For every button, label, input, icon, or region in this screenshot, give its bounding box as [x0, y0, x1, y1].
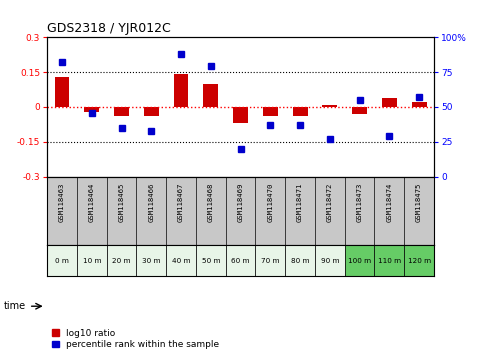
Text: GSM118473: GSM118473: [357, 182, 363, 222]
Text: GSM118470: GSM118470: [267, 182, 273, 222]
Bar: [404, 245, 434, 276]
Bar: [226, 245, 255, 276]
Text: GSM118469: GSM118469: [238, 182, 244, 222]
Text: GSM118465: GSM118465: [119, 182, 124, 222]
Text: GSM118471: GSM118471: [297, 182, 303, 222]
Bar: [136, 245, 166, 276]
Text: 20 m: 20 m: [112, 258, 131, 264]
Bar: [412, 102, 427, 107]
Bar: [322, 105, 337, 107]
Legend: log10 ratio, percentile rank within the sample: log10 ratio, percentile rank within the …: [52, 329, 219, 349]
Bar: [196, 245, 226, 276]
Text: 30 m: 30 m: [142, 258, 161, 264]
Text: GSM118474: GSM118474: [386, 182, 392, 222]
Text: 90 m: 90 m: [320, 258, 339, 264]
Bar: [345, 245, 374, 276]
Bar: [107, 245, 136, 276]
Text: 10 m: 10 m: [82, 258, 101, 264]
Text: 110 m: 110 m: [378, 258, 401, 264]
Text: GSM118463: GSM118463: [59, 182, 65, 222]
Bar: [352, 107, 367, 114]
Bar: [285, 245, 315, 276]
Bar: [47, 245, 77, 276]
Bar: [263, 107, 278, 116]
Bar: [166, 245, 196, 276]
Bar: [233, 107, 248, 123]
Text: GSM118475: GSM118475: [416, 182, 422, 222]
Text: 100 m: 100 m: [348, 258, 371, 264]
Bar: [144, 107, 159, 116]
Bar: [203, 84, 218, 107]
Text: time: time: [4, 301, 26, 311]
Text: 70 m: 70 m: [261, 258, 280, 264]
Text: GSM118464: GSM118464: [89, 182, 95, 222]
Bar: [382, 98, 397, 107]
Text: GDS2318 / YJR012C: GDS2318 / YJR012C: [47, 22, 171, 35]
Bar: [174, 74, 188, 107]
Bar: [293, 107, 308, 116]
Text: 0 m: 0 m: [55, 258, 69, 264]
Bar: [315, 245, 345, 276]
Text: GSM118468: GSM118468: [208, 182, 214, 222]
Bar: [114, 107, 129, 116]
Bar: [55, 77, 69, 107]
Text: GSM118466: GSM118466: [148, 182, 154, 222]
Text: 120 m: 120 m: [408, 258, 431, 264]
Text: 50 m: 50 m: [201, 258, 220, 264]
Bar: [77, 245, 107, 276]
Text: 60 m: 60 m: [231, 258, 250, 264]
Text: GSM118472: GSM118472: [327, 182, 333, 222]
Bar: [374, 245, 404, 276]
Text: GSM118467: GSM118467: [178, 182, 184, 222]
Text: 80 m: 80 m: [291, 258, 310, 264]
Text: 40 m: 40 m: [172, 258, 190, 264]
Bar: [84, 107, 99, 112]
Bar: [255, 245, 285, 276]
